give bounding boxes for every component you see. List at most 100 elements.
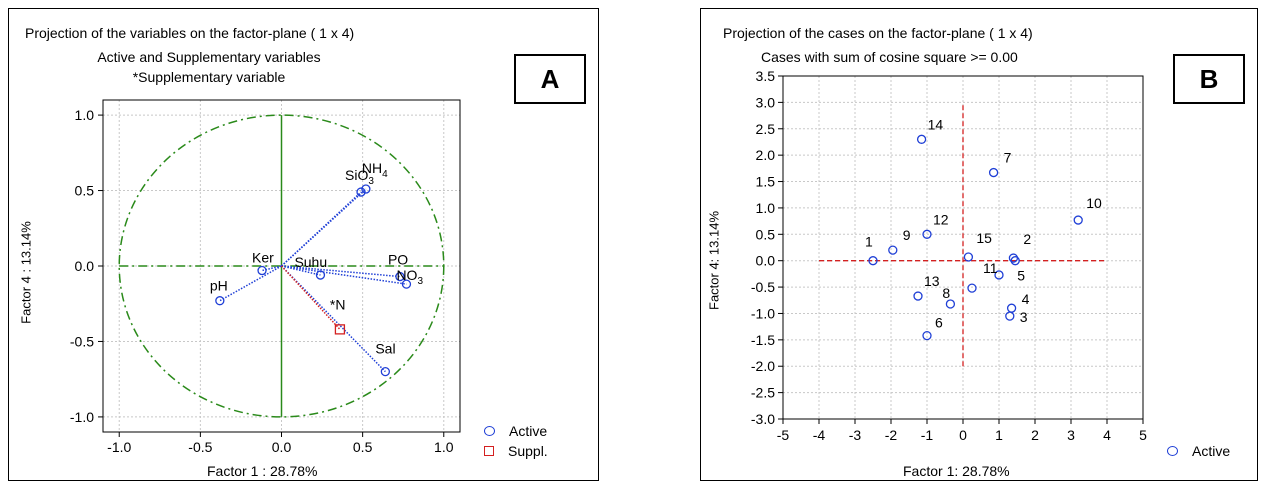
data-point xyxy=(1008,253,1019,263)
y-tick-label: 0.5 xyxy=(75,183,95,199)
x-tick-label: -0.5 xyxy=(188,439,212,455)
data-point xyxy=(922,330,932,341)
y-tick-label: 1.0 xyxy=(756,200,776,216)
panel-b: Projection of the cases on the factor-pl… xyxy=(700,8,1258,481)
y-tick-label: 0.5 xyxy=(756,226,776,242)
y-tick-label: 0.0 xyxy=(75,258,95,274)
point-label: 14 xyxy=(928,116,944,132)
chart-subtitle: Active and Supplementary variables xyxy=(97,49,321,65)
point-label: 3 xyxy=(1020,309,1028,325)
circle-marker-icon xyxy=(1167,446,1178,456)
vector-line xyxy=(280,265,341,330)
panel-a: Projection of the variables on the facto… xyxy=(8,8,599,481)
point-label: 1 xyxy=(865,234,873,250)
data-point xyxy=(1010,256,1020,266)
data-point xyxy=(361,184,371,194)
y-tick-label: 1.5 xyxy=(756,174,776,190)
chart-title: Projection of the variables on the facto… xyxy=(25,25,355,41)
data-point xyxy=(401,279,412,289)
point-label: 7 xyxy=(1004,150,1012,166)
vector-line xyxy=(280,188,367,267)
point-label: 6 xyxy=(935,315,943,331)
x-tick-label: 5 xyxy=(1139,427,1147,443)
data-point xyxy=(963,252,974,262)
data-point xyxy=(994,270,1004,280)
plot-area-a: -1.0 -0.5 0.0 0.5 1.0 -1.0 -0.5 0.0 0.5 1.0 SiO3NH… xyxy=(70,99,461,455)
data-point xyxy=(913,291,923,301)
point-label: SiO3 xyxy=(345,167,374,187)
x-tick-label: 0.5 xyxy=(353,439,373,455)
vector-line xyxy=(281,265,401,278)
y-tick-label: -1.0 xyxy=(70,409,94,425)
y-tick-label: 2.0 xyxy=(756,147,776,163)
data-point xyxy=(356,187,366,197)
legend-label: Active xyxy=(509,423,548,439)
chart-note: *Supplementary variable xyxy=(132,69,286,85)
point-label: NH4 xyxy=(362,160,388,180)
y-tick-label: -1.5 xyxy=(751,332,775,348)
x-tick-label: 1.0 xyxy=(434,439,454,455)
y-tick-label: 1.0 xyxy=(75,107,95,123)
x-tick-label: -1.0 xyxy=(107,439,131,455)
y-tick-label: -2.0 xyxy=(751,358,775,374)
x-tick-label: -4 xyxy=(813,427,826,443)
data-point xyxy=(215,296,225,306)
point-label: 15 xyxy=(976,230,992,246)
data-point xyxy=(922,229,932,239)
legend-label: Suppl. xyxy=(508,443,548,459)
x-tick-label: -3 xyxy=(849,427,862,443)
data-point xyxy=(334,324,346,335)
point-label: PO xyxy=(388,252,408,268)
plot-area-b: -5 -4 -3 -2 -1 0 1 2 3 4 5-3.0-2.5-2.0-1.5-1.0-0.5… xyxy=(751,68,1147,443)
square-marker-icon xyxy=(484,446,494,456)
data-point xyxy=(916,134,927,144)
point-label: NO3 xyxy=(396,267,423,287)
plot-frame xyxy=(782,75,1144,420)
x-tick-label: 0.0 xyxy=(272,439,292,455)
data-point xyxy=(380,366,391,377)
vector-line xyxy=(219,265,282,302)
vector-line xyxy=(281,265,407,285)
data-point xyxy=(257,265,267,276)
data-point xyxy=(395,271,405,282)
vector-line xyxy=(261,265,282,272)
x-tick-label: 1 xyxy=(995,427,1003,443)
point-label: Ker xyxy=(252,250,274,266)
point-label: Sal xyxy=(375,341,395,357)
y-tick-label: -0.5 xyxy=(751,279,775,295)
x-axis-label: Factor 1: 28.78% xyxy=(903,463,1010,479)
point-label: 11 xyxy=(983,260,998,276)
legend-label: Active xyxy=(1192,443,1231,459)
y-tick-label: -2.5 xyxy=(751,385,775,401)
point-label: 10 xyxy=(1086,195,1102,211)
point-label: 12 xyxy=(933,211,949,227)
point-label: 9 xyxy=(903,227,911,243)
legend-b: Active xyxy=(1167,443,1230,459)
panel-label: B xyxy=(1173,54,1245,104)
point-label: 13 xyxy=(924,273,940,289)
x-axis-label: Factor 1 : 28.78% xyxy=(207,463,318,479)
x-tick-label: 0 xyxy=(959,427,967,443)
y-tick-label: -3.0 xyxy=(751,411,775,427)
legend-item-suppl: Suppl. xyxy=(484,443,548,459)
y-tick-label: 3.5 xyxy=(756,68,776,84)
chart-title: Projection of the cases on the factor-pl… xyxy=(723,25,1033,41)
x-tick-label: -2 xyxy=(885,427,898,443)
data-point xyxy=(988,167,999,178)
y-tick-label: -1.0 xyxy=(751,305,775,321)
point-label: 8 xyxy=(942,285,950,301)
x-tick-label: -1 xyxy=(921,427,934,443)
y-tick-label: 0.0 xyxy=(756,253,776,269)
y-tick-label: 2.5 xyxy=(756,121,776,137)
point-label: pH xyxy=(210,278,228,294)
data-point xyxy=(945,299,956,309)
data-point xyxy=(868,256,878,266)
x-tick-label: -5 xyxy=(777,427,790,443)
point-label: 4 xyxy=(1022,291,1030,307)
data-point xyxy=(1006,303,1017,313)
point-label: 2 xyxy=(1023,231,1031,247)
x-tick-label: 4 xyxy=(1103,427,1111,443)
data-point xyxy=(888,245,898,255)
panel-label: A xyxy=(514,54,586,104)
chart-subtitle: Cases with sum of cosine square >= 0.00 xyxy=(761,49,1018,65)
